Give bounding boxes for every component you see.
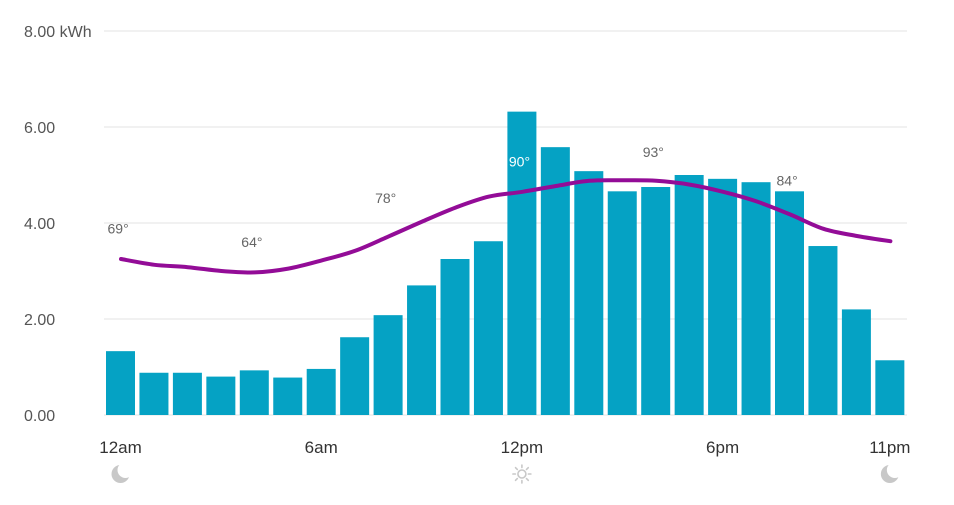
x-tick-label: 6pm — [706, 438, 739, 457]
usage-bar[interactable] — [507, 111, 537, 415]
usage-bars — [106, 111, 905, 415]
usage-bar[interactable] — [273, 377, 303, 415]
day-icons — [111, 464, 899, 484]
usage-bar[interactable] — [775, 191, 804, 415]
y-tick-label: 6.00 — [24, 120, 55, 137]
y-tick-label: 4.00 — [24, 216, 55, 233]
usage-bar[interactable] — [574, 171, 604, 415]
moon-icon — [880, 465, 899, 483]
temperature-label: 90° — [509, 153, 530, 169]
usage-bar[interactable] — [540, 147, 570, 415]
temperature-line-group — [119, 178, 893, 275]
y-tick-label: 0.00 — [24, 408, 55, 425]
usage-bar[interactable] — [808, 246, 838, 415]
usage-bar[interactable] — [741, 182, 771, 415]
usage-bar[interactable] — [407, 285, 437, 415]
x-axis-ticks: 12am 6am 12pm 6pm 11pm — [99, 438, 910, 457]
y-tick-label: 8.00 kWh — [24, 24, 92, 41]
usage-bar[interactable] — [239, 370, 269, 415]
moon-icon — [111, 465, 130, 483]
usage-bar[interactable] — [674, 175, 704, 415]
temperature-label: 64° — [241, 234, 262, 250]
usage-bar[interactable] — [172, 372, 202, 415]
temperature-label: 84° — [777, 173, 798, 189]
usage-bar[interactable] — [440, 259, 470, 415]
x-tick-label: 6am — [305, 438, 338, 457]
temperature-labels: 69° 64° 78° 90° 93° 84° — [108, 144, 798, 250]
usage-bar[interactable] — [139, 372, 169, 415]
x-tick-label: 12pm — [501, 438, 544, 457]
usage-bar[interactable] — [106, 351, 135, 415]
temperature-label: 78° — [375, 190, 396, 206]
y-tick-label: 2.00 — [24, 312, 55, 329]
temperature-label: 69° — [108, 221, 129, 237]
temperature-label: 93° — [643, 144, 664, 160]
x-tick-label: 12am — [99, 438, 142, 457]
usage-bar[interactable] — [340, 337, 370, 415]
usage-bar[interactable] — [206, 376, 236, 415]
sun-icon — [512, 464, 532, 484]
usage-bar[interactable] — [473, 241, 503, 415]
x-tick-label: 11pm — [869, 438, 910, 457]
usage-bar[interactable] — [875, 360, 905, 415]
usage-bar[interactable] — [306, 368, 336, 415]
usage-bar[interactable] — [641, 187, 671, 415]
usage-bar[interactable] — [841, 309, 871, 415]
y-axis-ticks: 0.00 2.00 4.00 6.00 8.00 kWh — [24, 24, 92, 425]
temperature-line — [119, 178, 893, 275]
usage-bar[interactable] — [607, 191, 637, 415]
usage-bar[interactable] — [708, 178, 738, 415]
usage-bar[interactable] — [373, 315, 403, 415]
grid-lines — [104, 30, 907, 416]
